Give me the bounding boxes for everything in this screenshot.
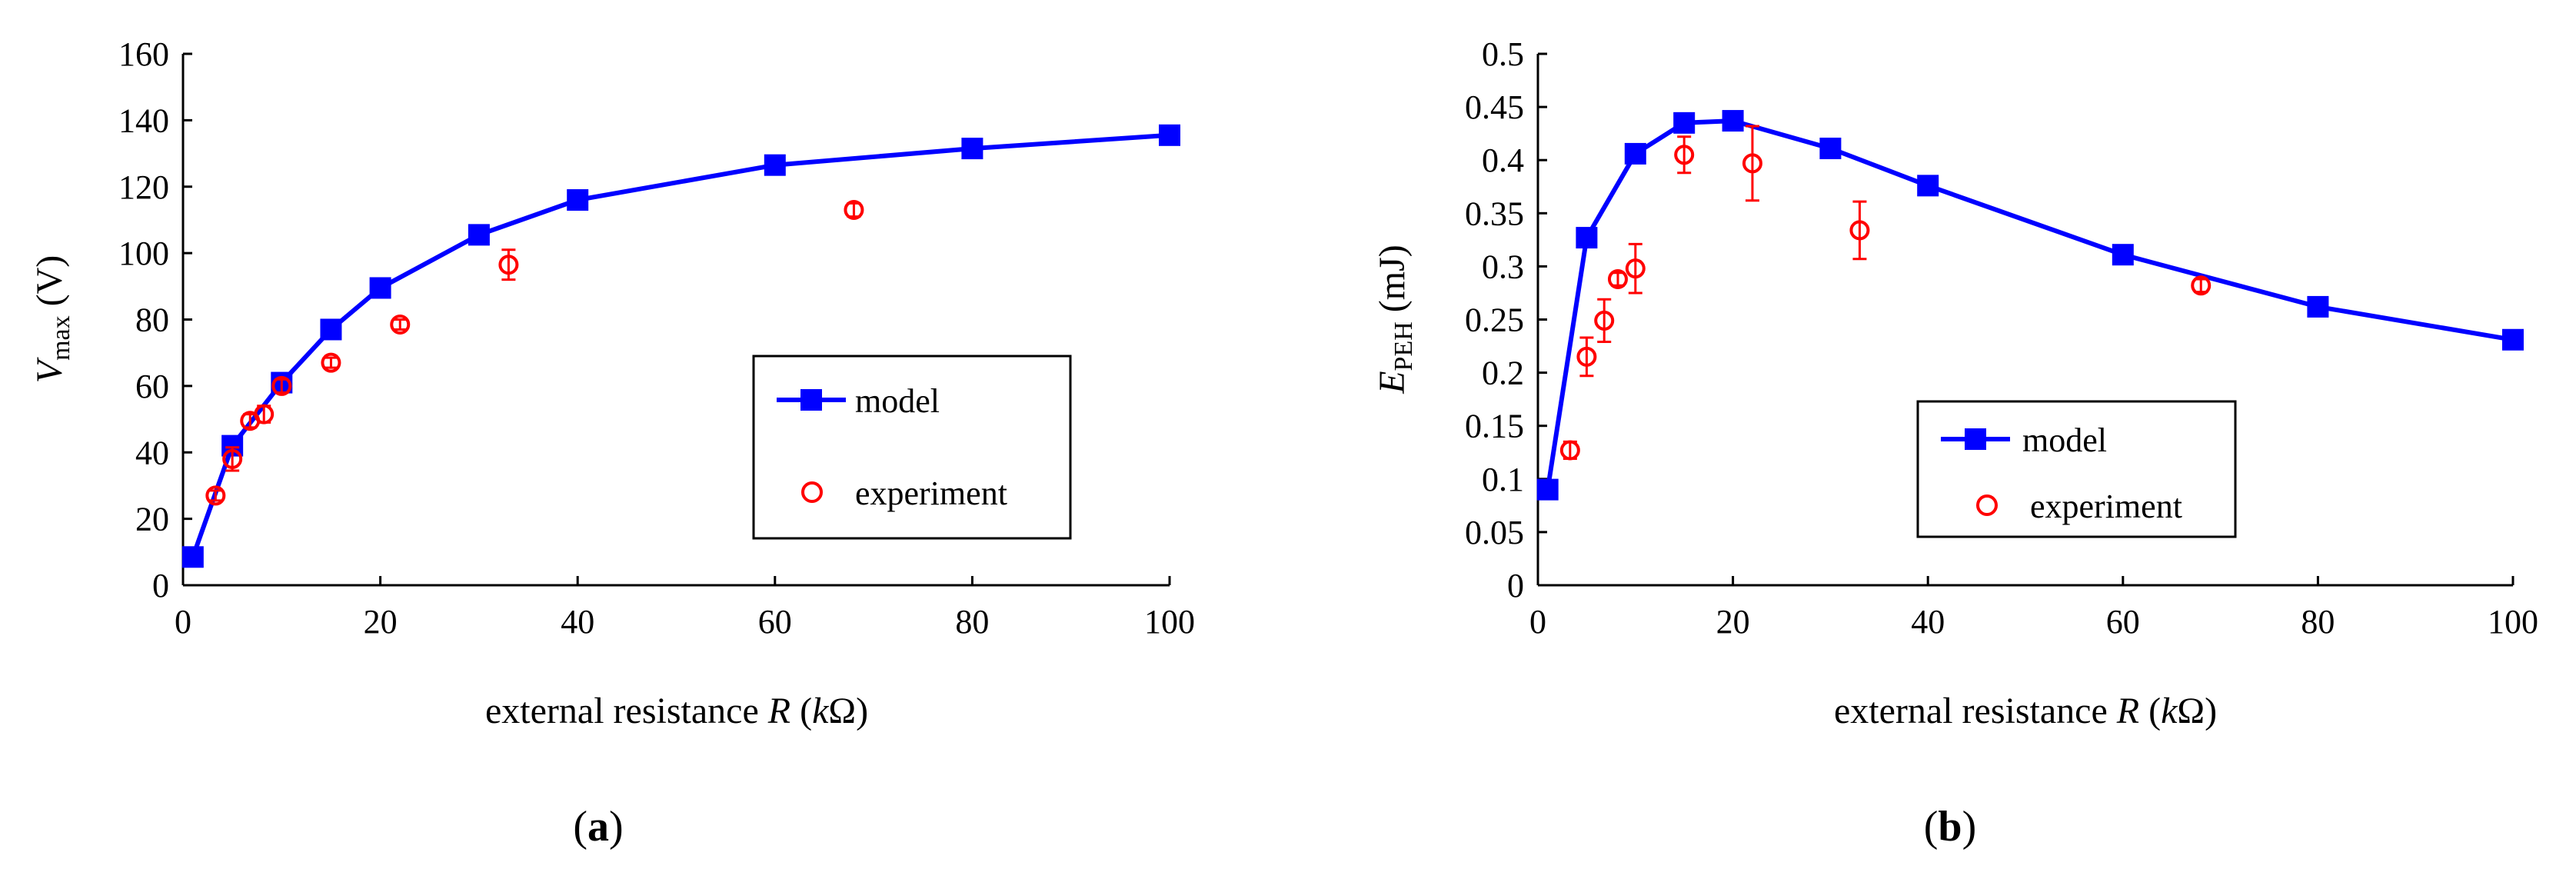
y-tick-label-a: 0 (152, 567, 169, 604)
x-tick-label-b: 60 (2106, 603, 2140, 641)
x-tick-label-b: 40 (1911, 603, 1945, 641)
model-point-a (320, 318, 342, 341)
experiment-point-a (254, 404, 275, 425)
y-tick-label-a: 120 (118, 168, 169, 206)
model-point-b (1624, 142, 1646, 165)
y-tick-label-b: 0.2 (1482, 355, 1524, 392)
model-line-b (1545, 118, 2514, 491)
panel-label-b: (b) (1924, 803, 1976, 851)
model-point-b (1819, 137, 1842, 159)
x-axis-label-a: external resistance R (kΩ) (485, 691, 868, 731)
y-axis-label-b: EPEH (mJ) (1372, 245, 1418, 395)
model-point-a (961, 138, 983, 160)
experiment-point-b (1674, 145, 1695, 165)
model-point-b (1536, 478, 1559, 501)
legend-experiment-label-b: experiment (2030, 488, 2182, 525)
legend-model-label-a: model (855, 382, 940, 420)
experiment-point-a (321, 352, 341, 373)
experiment-point-b (1576, 346, 1597, 367)
experiment-point-a (390, 314, 411, 335)
model-point-b (1722, 110, 1744, 132)
experiment-point-a (498, 255, 519, 275)
model-point-b (1576, 227, 1598, 249)
model-point-a (369, 277, 391, 299)
y-tick-label-b: 0.15 (1465, 408, 1524, 445)
panel-label-a: (a) (573, 803, 623, 851)
x-tick-label-a: 100 (1144, 603, 1195, 641)
legend-box-b (1916, 400, 2237, 538)
experiment-point-a (222, 448, 243, 469)
legend-experiment-label-a: experiment (855, 474, 1007, 512)
legend-box-a (752, 355, 1072, 540)
x-tick-label-b: 100 (2488, 603, 2538, 641)
y-tick-label-a: 60 (135, 368, 169, 405)
x-tick-label-a: 60 (758, 603, 792, 641)
y-tick-label-a: 80 (135, 301, 169, 339)
model-point-a (181, 546, 204, 568)
y-tick-label-b: 0.05 (1465, 514, 1524, 551)
x-tick-label-b: 20 (1716, 603, 1750, 641)
model-point-a (567, 189, 589, 211)
model-point-a (1159, 124, 1180, 146)
y-tick-label-b: 0 (1507, 567, 1524, 604)
legend-experiment-marker-b (1976, 494, 1998, 516)
y-tick-label-b: 0.5 (1482, 35, 1524, 73)
y-tick-label-b: 0.4 (1482, 142, 1524, 179)
x-tick-label-a: 40 (561, 603, 594, 641)
legend-model-label-b: model (2022, 421, 2107, 459)
experiment-point-b (1594, 310, 1615, 331)
y-tick-label-b: 0.1 (1482, 461, 1524, 498)
y-tick-label-a: 20 (135, 501, 169, 538)
experiment-point-b (1607, 268, 1628, 289)
x-tick-label-a: 20 (364, 603, 398, 641)
experiment-point-b (1559, 440, 1580, 461)
x-tick-label-b: 0 (1529, 603, 1546, 641)
experiment-point-a (205, 485, 226, 506)
y-tick-label-b: 0.3 (1482, 248, 1524, 285)
model-point-a (468, 224, 490, 246)
legend-experiment-marker-a (801, 481, 823, 503)
chart-b: 0 0.05 0.1 0.15 0.2 0.25 0.3 0.35 0.4 0.45 0.5 0 20 4… (1372, 35, 2538, 851)
model-point-b (1917, 175, 1939, 197)
model-point-b (2502, 328, 2524, 351)
y-tick-label-a: 40 (135, 434, 169, 471)
x-tick-label-a: 80 (955, 603, 989, 641)
y-tick-label-a: 160 (118, 35, 169, 73)
legend-model-marker-a (800, 389, 822, 411)
experiment-point-b (1849, 220, 1870, 241)
y-tick-label-b: 0.35 (1465, 195, 1524, 232)
experiment-point-b (1625, 258, 1646, 279)
y-tick-label-b: 0.45 (1465, 88, 1524, 126)
legend-model-marker-b (1965, 428, 1986, 450)
experiment-point-a (844, 199, 864, 220)
experiment-point-a (271, 375, 292, 396)
x-tick-label-a: 0 (175, 603, 191, 641)
model-point-b (2112, 244, 2134, 266)
y-tick-label-a: 140 (118, 102, 169, 139)
y-axis-label-a: Vmax (V) (29, 255, 75, 384)
experiment-point-b (2191, 275, 2212, 296)
x-tick-label-b: 80 (2301, 603, 2335, 641)
y-tick-label-b: 0.25 (1465, 301, 1524, 339)
model-point-b (2307, 295, 2329, 318)
x-axis-label-b: external resistance R (kΩ) (1834, 691, 2217, 731)
model-point-b (1673, 112, 1696, 134)
y-tick-label-a: 100 (118, 235, 169, 272)
experiment-point-b (1742, 153, 1762, 174)
model-point-a (764, 154, 786, 176)
